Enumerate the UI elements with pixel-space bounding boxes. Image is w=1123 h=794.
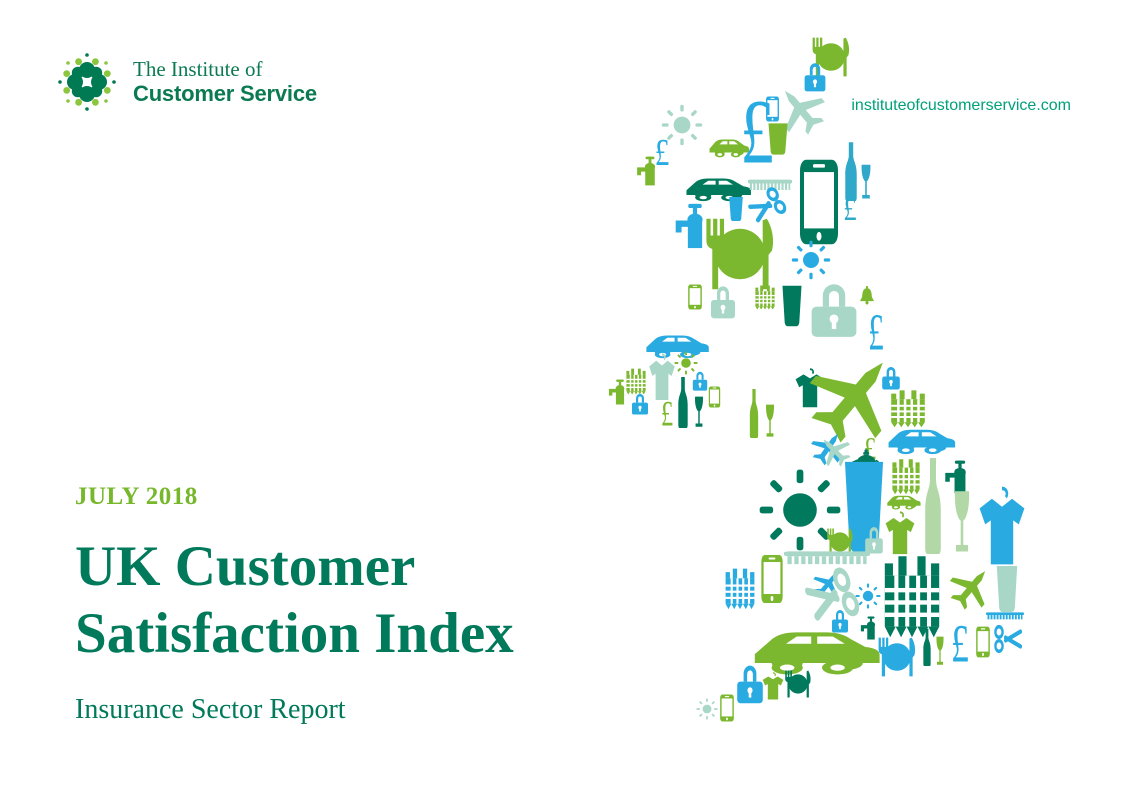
logo-line-1: The Institute of xyxy=(133,56,263,81)
institute-logo-dots-icon xyxy=(58,53,116,111)
map-icon-plane xyxy=(813,429,857,473)
map-icon-sun xyxy=(856,584,881,609)
map-icon-bin xyxy=(782,286,801,326)
map-icon-parliament xyxy=(892,459,919,494)
map-icon-padlock xyxy=(865,527,883,553)
map-icon-plane xyxy=(767,76,834,143)
map-icon-bin xyxy=(729,197,743,221)
map-icon-sun xyxy=(674,351,697,374)
map-icon-tap xyxy=(637,157,655,186)
map-icon-plate xyxy=(813,38,850,77)
map-icon-sun xyxy=(760,470,841,551)
map-icon-parliament xyxy=(626,369,645,395)
report-subtitle: Insurance Sector Report xyxy=(75,693,346,725)
map-icon-parliament xyxy=(891,390,925,427)
map-icon-wineglass xyxy=(955,491,969,551)
map-icon-car xyxy=(686,178,750,201)
map-icon-tap xyxy=(861,616,875,639)
map-icon-tap xyxy=(609,380,624,405)
institute-logo: The Institute of Customer Service xyxy=(53,48,317,116)
map-icon-sun xyxy=(792,241,830,279)
map-icon-shirt xyxy=(763,673,784,700)
map-icon-wineglass xyxy=(766,405,774,437)
map-icon-shirt xyxy=(980,488,1025,564)
hero-text-block: JULY 2018 UK Customer Satisfaction Index… xyxy=(75,483,695,726)
map-icon-parliament xyxy=(755,286,774,310)
map-icon-phone xyxy=(688,285,702,310)
map-icon-bell xyxy=(860,286,874,304)
map-icon-phone xyxy=(720,695,734,722)
map-icon-bin xyxy=(997,566,1017,612)
map-icon-winebottle xyxy=(923,629,930,666)
map-icon-car xyxy=(646,335,708,358)
map-icon-winebottle xyxy=(750,389,758,438)
map-icon-winebottle xyxy=(678,377,687,428)
map-icon-phone xyxy=(766,97,779,122)
map-icon-plate xyxy=(879,638,916,677)
institute-logo-text: The Institute of Customer Service xyxy=(133,56,317,106)
map-icon-padlock xyxy=(711,286,735,318)
map-icon-pound xyxy=(868,305,884,362)
map-icon-bin xyxy=(845,462,883,552)
map-icon-scissors xyxy=(995,627,1022,652)
map-icon-phone xyxy=(800,160,838,244)
map-icon-comb xyxy=(784,551,870,564)
map-icon-plane xyxy=(808,563,849,604)
report-date: JULY 2018 xyxy=(75,483,198,510)
map-icon-plate xyxy=(827,529,852,556)
map-icon-plate xyxy=(785,671,810,698)
map-icon-parliament xyxy=(885,556,939,637)
page-title: UK Customer Satisfaction Index xyxy=(75,535,514,666)
map-icon-car xyxy=(887,496,920,510)
map-icon-car xyxy=(755,632,880,674)
map-icon-plate xyxy=(706,219,773,290)
map-icon-shirt xyxy=(649,354,675,400)
map-icon-pound xyxy=(951,613,969,673)
map-icon-padlock xyxy=(632,394,648,415)
map-icon-parliament xyxy=(726,569,755,609)
map-icon-wineglass xyxy=(862,165,871,199)
map-icon-tap xyxy=(945,461,965,494)
website-link[interactable]: instituteofcustomerservice.com xyxy=(851,97,1071,114)
map-icon-padlock xyxy=(737,666,763,704)
map-icon-shirt xyxy=(796,369,825,407)
map-icon-padlock xyxy=(882,367,900,390)
map-icon-wineglass xyxy=(695,397,703,427)
map-icon-winebottle xyxy=(925,458,941,554)
map-icon-car xyxy=(710,140,750,158)
map-icon-teapot xyxy=(851,449,879,474)
map-icon-pound xyxy=(655,133,670,175)
map-icon-comb xyxy=(986,612,1024,619)
map-icon-bin xyxy=(768,123,787,154)
map-icon-sun xyxy=(696,698,717,719)
map-icon-plane xyxy=(805,425,851,471)
map-icon-tap xyxy=(676,204,703,248)
map-icon-padlock xyxy=(693,372,707,391)
map-icon-scissors xyxy=(802,569,860,627)
map-icon-winebottle xyxy=(845,142,856,201)
map-icon-phone xyxy=(761,555,782,603)
map-icon-shirt xyxy=(886,512,915,554)
map-icon-scissors xyxy=(746,187,787,226)
map-icon-padlock xyxy=(805,63,826,91)
map-icon-padlock xyxy=(832,610,848,633)
map-icon-wineglass xyxy=(936,637,943,665)
map-icon-plane xyxy=(942,558,1001,617)
map-icon-sun xyxy=(662,105,702,145)
map-icon-plane xyxy=(793,335,915,458)
map-icon-car xyxy=(889,430,956,454)
map-icon-phone xyxy=(709,386,720,407)
map-icon-pound xyxy=(843,190,856,228)
logo-line-2: Customer Service xyxy=(133,80,317,106)
map-icon-padlock xyxy=(812,284,857,337)
map-icon-pound xyxy=(740,81,774,183)
map-icon-phone xyxy=(976,627,990,658)
map-icon-comb xyxy=(748,180,792,190)
map-icon-pound xyxy=(864,432,876,466)
map-icon-pound xyxy=(661,394,673,434)
